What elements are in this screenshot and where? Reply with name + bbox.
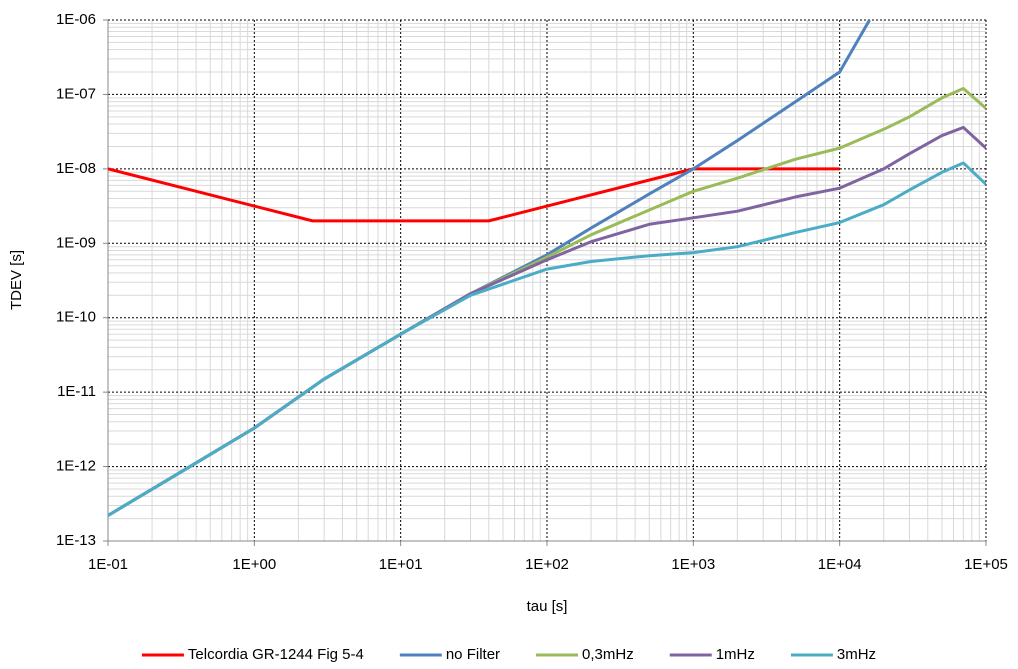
x-tick-label: 1E-01 xyxy=(88,556,128,573)
y-tick-label: 1E-10 xyxy=(56,309,96,326)
x-axis-label: tau [s] xyxy=(527,598,568,615)
legend-label: Telcordia GR-1244 Fig 5-4 xyxy=(188,646,364,663)
legend-label: no Filter xyxy=(446,646,500,663)
legend-label: 1mHz xyxy=(716,646,755,663)
y-axis-label: TDEV [s] xyxy=(8,250,25,310)
x-tick-label: 1E+03 xyxy=(671,556,715,573)
series-line xyxy=(108,167,840,223)
plot-lines xyxy=(108,20,986,517)
x-tick-label: 1E+05 xyxy=(964,556,1008,573)
x-tick-label: 1E+02 xyxy=(525,556,569,573)
x-tick-label: 1E+04 xyxy=(818,556,862,573)
y-tick-label: 1E-11 xyxy=(57,383,96,400)
x-tick-label: 1E+01 xyxy=(379,556,423,573)
y-tick-label: 1E-12 xyxy=(56,458,96,475)
x-tick-label: 1E+00 xyxy=(232,556,276,573)
legend-label: 0,3mHz xyxy=(582,646,634,663)
grid: 1E-01 1E+00 1E+01 1E+02 1E+03 1E+04 1E+05 1E-13… xyxy=(56,11,1008,573)
legend: Telcordia GR-1244 Fig 5-4 no Filter 0,3mHz… xyxy=(141,646,876,663)
y-tick-label: 1E-09 xyxy=(56,234,96,251)
y-tick-label: 1E-08 xyxy=(56,160,96,177)
y-tick-label: 1E-07 xyxy=(56,85,96,102)
legend-label: 3mHz xyxy=(837,646,876,663)
y-tick-label: 1E-13 xyxy=(56,532,96,549)
y-tick-label: 1E-06 xyxy=(56,11,96,28)
series-line xyxy=(108,161,986,517)
